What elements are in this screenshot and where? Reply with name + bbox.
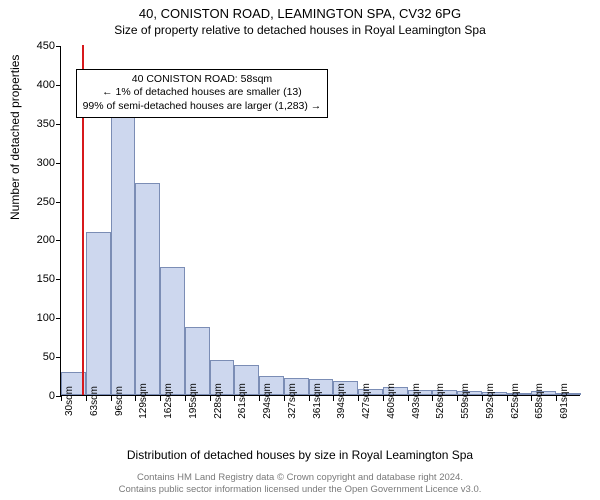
annotation-line2: ← 1% of detached houses are smaller (13) xyxy=(83,86,322,100)
page-subtitle: Size of property relative to detached ho… xyxy=(0,21,600,37)
xtick-mark xyxy=(111,396,112,401)
ytick-mark xyxy=(56,318,61,319)
xtick-mark xyxy=(259,396,260,401)
xtick-label: 162sqm xyxy=(163,383,174,419)
histogram-bar xyxy=(160,267,185,395)
xtick-label: 327sqm xyxy=(287,383,298,419)
xtick-label: 361sqm xyxy=(312,383,323,419)
ytick-mark xyxy=(56,240,61,241)
xtick-mark xyxy=(383,396,384,401)
ytick-mark xyxy=(56,163,61,164)
ytick-label: 150 xyxy=(15,273,55,285)
xtick-label: 30sqm xyxy=(64,386,75,416)
xtick-mark xyxy=(86,396,87,401)
xtick-label: 195sqm xyxy=(188,383,199,419)
xtick-label: 129sqm xyxy=(138,383,149,419)
histogram-bar xyxy=(135,183,160,395)
page-title: 40, CONISTON ROAD, LEAMINGTON SPA, CV32 … xyxy=(0,0,600,21)
xtick-mark xyxy=(358,396,359,401)
xtick-mark xyxy=(507,396,508,401)
ytick-mark xyxy=(56,279,61,280)
xtick-mark xyxy=(185,396,186,401)
xtick-label: 228sqm xyxy=(213,383,224,419)
ytick-label: 300 xyxy=(15,157,55,169)
xtick-mark xyxy=(160,396,161,401)
xtick-mark xyxy=(234,396,235,401)
xtick-label: 592sqm xyxy=(485,383,496,419)
xtick-label: 427sqm xyxy=(361,383,372,419)
xtick-mark xyxy=(482,396,483,401)
xtick-label: 559sqm xyxy=(460,383,471,419)
xtick-label: 96sqm xyxy=(114,386,125,416)
xtick-label: 394sqm xyxy=(336,383,347,419)
xtick-label: 493sqm xyxy=(411,383,422,419)
xtick-mark xyxy=(135,396,136,401)
ytick-mark xyxy=(56,124,61,125)
annotation-line3: 99% of semi-detached houses are larger (… xyxy=(83,100,322,114)
ytick-label: 250 xyxy=(15,196,55,208)
ytick-mark xyxy=(56,202,61,203)
ytick-label: 0 xyxy=(15,390,55,402)
xtick-label: 460sqm xyxy=(386,383,397,419)
ytick-label: 100 xyxy=(15,312,55,324)
histogram-bar xyxy=(86,232,111,395)
xtick-mark xyxy=(284,396,285,401)
xtick-label: 658sqm xyxy=(534,383,545,419)
ytick-label: 450 xyxy=(15,40,55,52)
xtick-label: 625sqm xyxy=(510,383,521,419)
xtick-label: 261sqm xyxy=(237,383,248,419)
xtick-mark xyxy=(457,396,458,401)
ytick-mark xyxy=(56,46,61,47)
xtick-mark xyxy=(309,396,310,401)
xtick-mark xyxy=(408,396,409,401)
xtick-mark xyxy=(333,396,334,401)
annotation-box: 40 CONISTON ROAD: 58sqm ← 1% of detached… xyxy=(76,69,329,118)
ytick-mark xyxy=(56,357,61,358)
xtick-mark xyxy=(531,396,532,401)
xtick-label: 526sqm xyxy=(435,383,446,419)
xtick-mark xyxy=(432,396,433,401)
ytick-label: 200 xyxy=(15,234,55,246)
ytick-label: 350 xyxy=(15,118,55,130)
ytick-label: 50 xyxy=(15,351,55,363)
footer-line2: Contains public sector information licen… xyxy=(0,484,600,496)
ytick-label: 400 xyxy=(15,79,55,91)
xtick-label: 294sqm xyxy=(262,383,273,419)
footer: Contains HM Land Registry data © Crown c… xyxy=(0,472,600,496)
xtick-mark xyxy=(556,396,557,401)
xtick-mark xyxy=(61,396,62,401)
x-axis-label: Distribution of detached houses by size … xyxy=(0,448,600,462)
annotation-line1: 40 CONISTON ROAD: 58sqm xyxy=(83,73,322,87)
xtick-mark xyxy=(210,396,211,401)
xtick-label: 691sqm xyxy=(559,383,570,419)
xtick-label: 63sqm xyxy=(89,386,100,416)
footer-line1: Contains HM Land Registry data © Crown c… xyxy=(0,472,600,484)
histogram-bar xyxy=(111,88,136,395)
ytick-mark xyxy=(56,85,61,86)
chart-area: 05010015020025030035040045030sqm63sqm96s… xyxy=(60,46,580,396)
